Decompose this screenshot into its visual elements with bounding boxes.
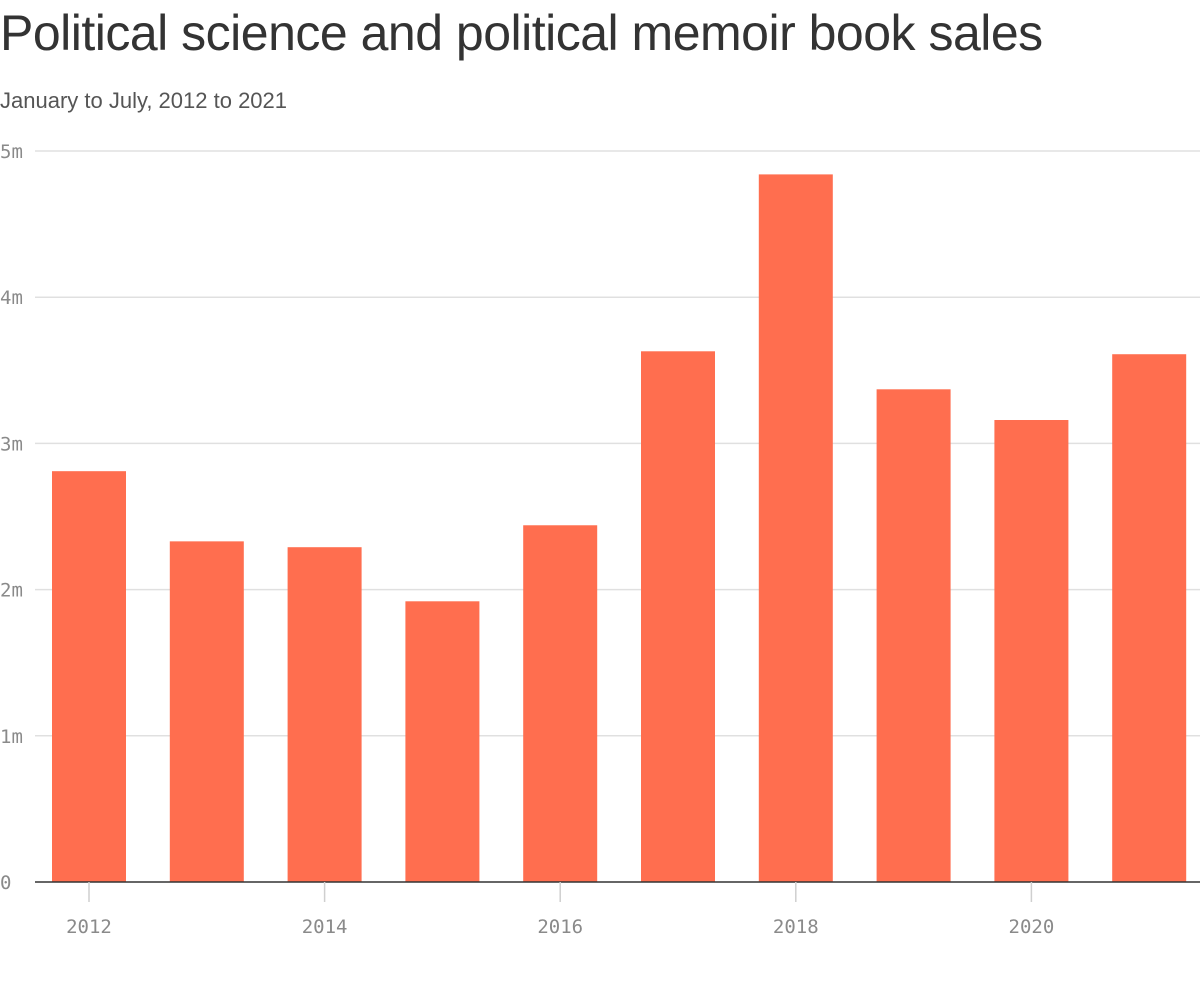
chart-title: Political science and political memoir b…	[0, 5, 1043, 61]
y-tick-label: 2m	[0, 580, 23, 602]
y-tick-label: 4m	[0, 287, 23, 309]
bar	[758, 174, 833, 883]
bar	[169, 541, 244, 882]
bar	[1112, 354, 1187, 882]
bar	[876, 389, 951, 882]
bar	[523, 525, 598, 882]
x-tick-label: 2014	[302, 916, 348, 938]
y-tick-label: 3m	[0, 433, 23, 455]
x-tick-label: 2012	[66, 916, 112, 938]
y-tick-label: 0	[0, 872, 11, 894]
y-tick-label: 1m	[0, 726, 23, 748]
bar	[641, 351, 715, 882]
bar	[287, 547, 362, 882]
y-tick-label: 5m	[0, 141, 23, 163]
x-tick-label: 2018	[773, 916, 819, 938]
x-tick-label: 2016	[537, 916, 583, 938]
bar	[52, 471, 126, 882]
x-tick-label: 2020	[1009, 916, 1055, 938]
bar	[994, 420, 1069, 882]
bar	[405, 601, 480, 882]
chart-subtitle: January to July, 2012 to 2021	[0, 88, 288, 113]
